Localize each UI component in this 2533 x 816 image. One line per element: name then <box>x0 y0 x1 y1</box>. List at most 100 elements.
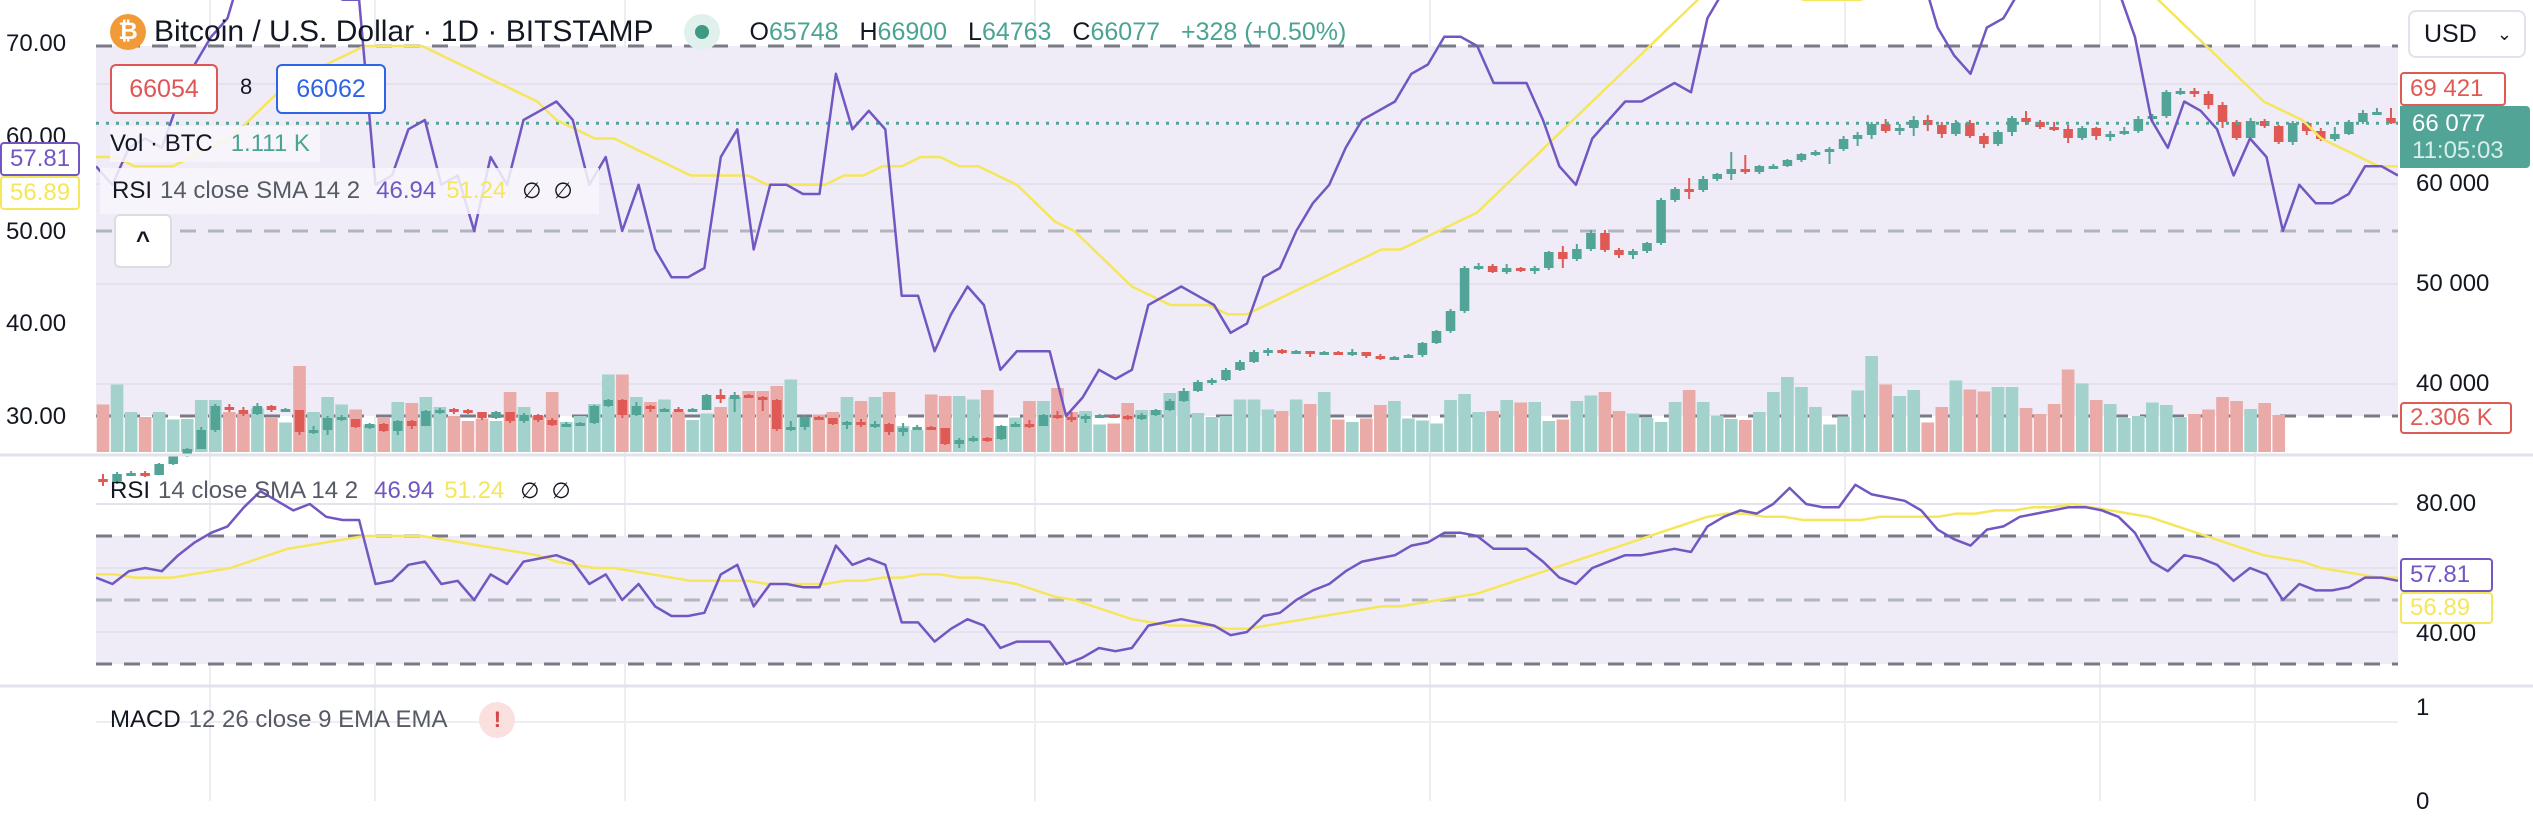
candle-body <box>1712 174 1722 179</box>
candle-body <box>1824 149 1835 152</box>
volume-bar <box>2089 400 2103 452</box>
candle-body <box>238 410 249 414</box>
candle-body <box>547 420 557 425</box>
candle-body <box>1979 136 1989 144</box>
candle-body <box>1024 424 1035 427</box>
volume-bar <box>1191 413 1205 452</box>
candle-body <box>407 421 417 426</box>
volume-bar <box>2033 414 2047 452</box>
candle-body <box>1586 233 1596 249</box>
rsi-pane-legend[interactable]: RSI 14 close SMA 14 2 46.94 51.24 ∅ ∅ <box>110 473 583 509</box>
candle-body <box>336 417 347 420</box>
candle-body <box>1656 200 1666 243</box>
volume-bar <box>1710 415 1724 452</box>
candle-body <box>603 400 614 406</box>
sell-button[interactable]: 66054 <box>110 64 218 114</box>
candle-body <box>1852 135 1863 139</box>
volume-bar <box>2216 397 2229 452</box>
macd-name: MACD <box>110 706 181 733</box>
candle-body <box>2273 126 2284 142</box>
candle-body <box>1740 169 1751 172</box>
volume-legend[interactable]: Vol · BTC 1.111 K <box>110 126 320 162</box>
currency-value: USD <box>2424 19 2477 48</box>
volume-bar <box>924 394 938 452</box>
volume-bar <box>1781 377 1794 452</box>
open-value: 65748 <box>769 17 839 46</box>
candle-body <box>1908 120 1919 128</box>
symbol-title[interactable]: Bitcoin / U.S. Dollar · 1D · BITSTAMP <box>154 15 654 48</box>
candle-body <box>2358 113 2368 122</box>
volume-bar <box>1247 399 1261 452</box>
volume-bar <box>1107 423 1120 452</box>
candle-body <box>322 418 333 430</box>
candle-body <box>1796 154 1807 160</box>
na-value: ∅ <box>522 178 542 203</box>
candle-body <box>1052 415 1063 418</box>
volume-bar <box>1374 405 1387 452</box>
collapse-legend-button[interactable]: ^ <box>114 214 172 268</box>
bitcoin-icon: ₿ <box>110 14 146 50</box>
candle-body <box>1866 124 1877 135</box>
candle-body <box>1403 355 1414 358</box>
candle-body <box>1810 152 1821 155</box>
volume-bar <box>1051 388 1064 452</box>
volume-bar <box>2202 409 2215 452</box>
candle-body <box>1207 380 1217 383</box>
volume-bar <box>1865 356 1878 452</box>
candle-body <box>182 449 193 455</box>
candle-body <box>884 424 894 432</box>
candle-body <box>701 395 712 410</box>
candle-body <box>1431 331 1442 343</box>
candle-body <box>435 410 445 413</box>
volume-bar <box>1654 422 1668 452</box>
candle-body <box>561 424 571 427</box>
candle-body <box>2161 92 2172 116</box>
candle-body <box>1628 251 1638 255</box>
volume-bar <box>1963 389 1977 452</box>
candle-body <box>1389 357 1400 360</box>
candle-body <box>1698 179 1708 190</box>
currency-select[interactable]: USD ⌄ <box>2408 10 2526 58</box>
buy-button[interactable]: 66062 <box>276 64 386 114</box>
volume-bar <box>2160 405 2173 452</box>
candle-body <box>729 395 740 399</box>
candle-body <box>1558 252 1568 259</box>
price-axis-label: 60 000 <box>2416 170 2490 197</box>
candle-body <box>1122 416 1133 419</box>
candle-body <box>743 395 754 398</box>
candle-body <box>1165 401 1175 410</box>
volume-bar <box>124 412 138 452</box>
candle-body <box>294 410 305 432</box>
candle-body <box>2021 118 2031 122</box>
candle-body <box>1544 252 1554 268</box>
current-price-tag: 66 077 11:05:03 <box>2400 106 2530 168</box>
candle-body <box>98 479 108 482</box>
volume-bar <box>1303 404 1317 452</box>
candle-body <box>266 406 277 410</box>
candle-body <box>1193 382 1203 391</box>
candle-body <box>2330 134 2340 139</box>
volume-bar <box>1135 410 1149 452</box>
candle-body <box>1951 123 1961 134</box>
candle-body <box>1501 268 1512 272</box>
volume-bar <box>1921 422 1935 452</box>
exclamation-icon[interactable]: ! <box>479 702 516 738</box>
rsi-overlay-legend[interactable]: RSI 14 close SMA 14 2 46.94 51.24 ∅ ∅ <box>100 168 599 214</box>
volume-bar <box>1837 416 1850 452</box>
candle-body <box>1600 233 1610 250</box>
volume-bar <box>447 416 461 452</box>
market-open-dot-icon[interactable] <box>683 14 720 50</box>
candle-body <box>2077 128 2087 138</box>
symbol-legend[interactable]: ₿ Bitcoin / U.S. Dollar · 1D · BITSTAMP … <box>110 10 1360 54</box>
volume-bar <box>742 391 756 452</box>
candle-body <box>2147 116 2158 119</box>
candle-body <box>2287 123 2298 142</box>
volume-bar <box>686 420 699 452</box>
candle-body <box>828 418 838 424</box>
volume-bar <box>1514 402 1528 452</box>
macd-legend[interactable]: MACD 12 26 close 9 EMA EMA ! <box>110 702 516 738</box>
volume-bar <box>573 416 587 452</box>
volume-bar <box>363 424 377 452</box>
candle-body <box>2344 122 2354 134</box>
